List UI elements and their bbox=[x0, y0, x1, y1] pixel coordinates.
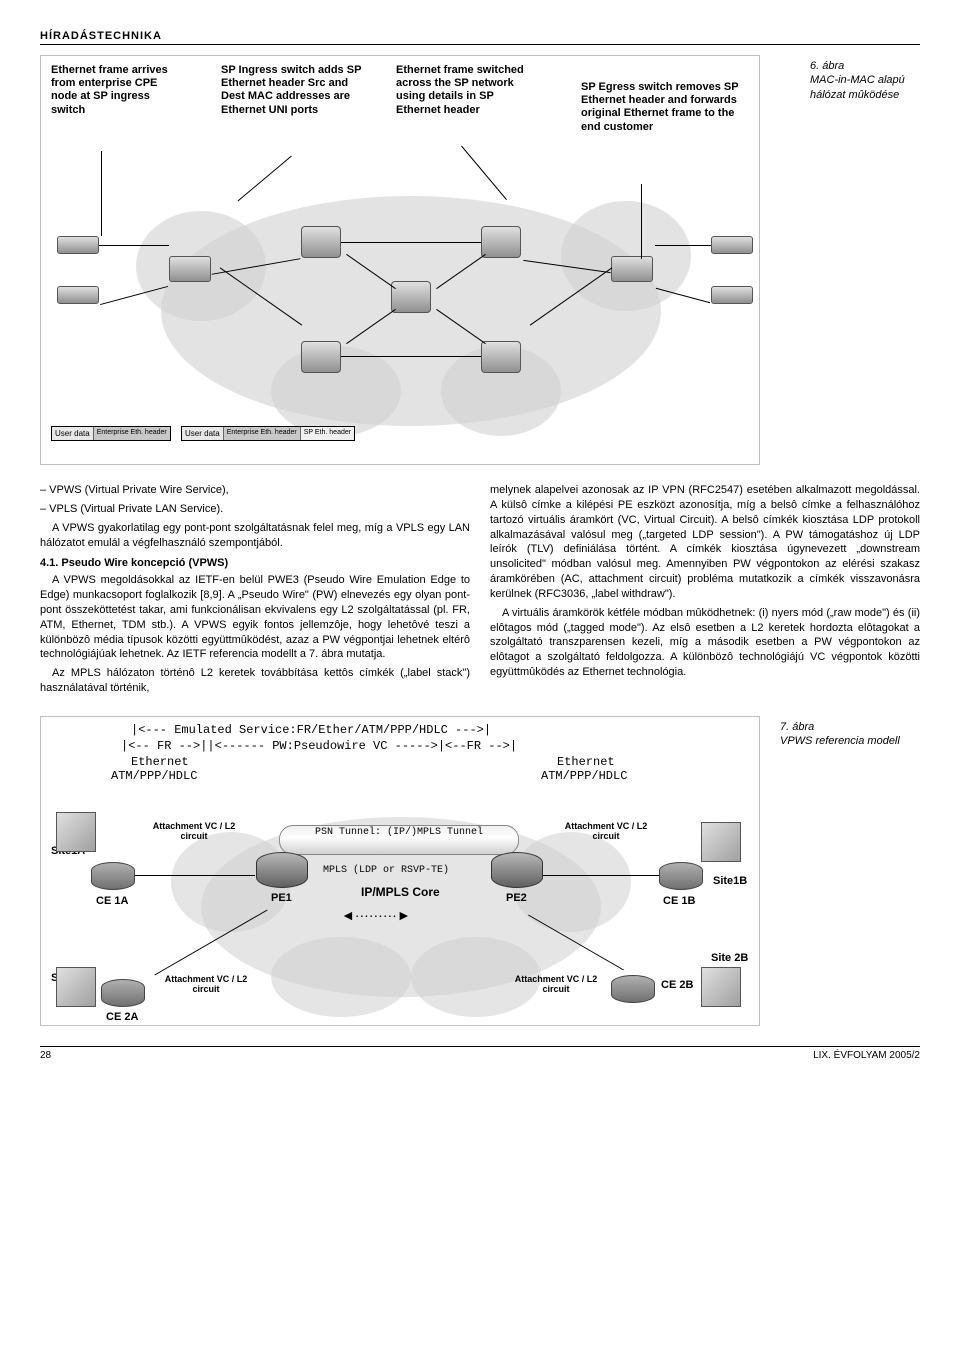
p-intro: A VPWS gyakorlatilag egy pont-pont szolg… bbox=[40, 521, 470, 551]
col-right: melynek alapelvei azonosak az IP VPN (RF… bbox=[490, 483, 920, 700]
emulated-service-label: |<--- Emulated Service:FR/Ether/ATM/PPP/… bbox=[131, 723, 491, 737]
eth-right: Ethernet bbox=[557, 755, 615, 769]
ce2b-router bbox=[611, 975, 655, 1003]
label-sp-ingress: SP Ingress switch adds SP Ethernet heade… bbox=[221, 64, 371, 117]
figure-6-caption: 6. ábra MAC-in-MAC alapú hálózat mûködés… bbox=[800, 55, 920, 102]
attach-1b: Attachment VC / L2 circuit bbox=[561, 822, 651, 842]
core-switch-2 bbox=[481, 226, 521, 258]
p-vpls: – VPLS (Virtual Private LAN Service). bbox=[40, 502, 470, 517]
figure-6: Ethernet frame arrives from enterprise C… bbox=[40, 55, 920, 465]
pe1-router bbox=[256, 852, 308, 888]
mpls-label: MPLS (LDP or RSVP-TE) bbox=[323, 865, 449, 876]
p-rfc: melynek alapelvei azonosak az IP VPN (RF… bbox=[490, 483, 920, 602]
core-switch-1 bbox=[301, 226, 341, 258]
ce2b-label: CE 2B bbox=[661, 979, 693, 991]
label-switched: Ethernet frame switched across the SP ne… bbox=[396, 64, 536, 117]
page-number: 28 bbox=[40, 1050, 51, 1061]
pe2-router bbox=[491, 852, 543, 888]
cpe-switch-2 bbox=[57, 286, 99, 304]
site1b-label: Site1B bbox=[713, 875, 747, 887]
ce1a-label: CE 1A bbox=[96, 895, 128, 907]
body-text: – VPWS (Virtual Private Wire Service), –… bbox=[40, 483, 920, 700]
p-mpls: Az MPLS hálózaton történô L2 keretek tov… bbox=[40, 666, 470, 696]
site1a-building bbox=[56, 812, 96, 852]
atm-left: ATM/PPP/HDLC bbox=[111, 769, 197, 783]
core-switch-5 bbox=[391, 281, 431, 313]
sp-egress-switch bbox=[611, 256, 653, 282]
psn-tunnel: PSN Tunnel: (IP/)MPLS Tunnel bbox=[279, 825, 519, 855]
site2b-label: Site 2B bbox=[711, 952, 748, 964]
ip-mpls-core: IP/MPLS Core bbox=[361, 885, 440, 899]
core-switch-4 bbox=[481, 341, 521, 373]
ce2a-label: CE 2A bbox=[106, 1011, 138, 1023]
attach-1a: Attachment VC / L2 circuit bbox=[149, 822, 239, 842]
subheading-41: 4.1. Pseudo Wire koncepció (VPWS) bbox=[40, 556, 470, 571]
attach-2b: Attachment VC / L2 circuit bbox=[511, 975, 601, 995]
eth-left: Ethernet bbox=[131, 755, 189, 769]
site2b-building bbox=[701, 967, 741, 1007]
site2a-building bbox=[56, 967, 96, 1007]
site1b-building bbox=[701, 822, 741, 862]
core-switch-3 bbox=[301, 341, 341, 373]
figure-7-caption: 7. ábra VPWS referencia modell bbox=[770, 716, 920, 749]
packet-sp: User data Enterprise Eth. header SP Eth.… bbox=[181, 426, 355, 441]
pe2-label: PE2 bbox=[506, 892, 527, 904]
p-pw: A VPWS megoldásokkal az IETF-en belül PW… bbox=[40, 573, 470, 662]
pe1-label: PE1 bbox=[271, 892, 292, 904]
attach-2a: Attachment VC / L2 circuit bbox=[161, 975, 251, 995]
cpe-switch-3 bbox=[711, 236, 753, 254]
issue-label: LIX. ÉVFOLYAM 2005/2 bbox=[813, 1050, 920, 1061]
cpe-switch-1 bbox=[57, 236, 99, 254]
packet-ingress: User data Enterprise Eth. header bbox=[51, 426, 171, 441]
sp-ingress-switch bbox=[169, 256, 211, 282]
label-ingress-frame: Ethernet frame arrives from enterprise C… bbox=[51, 64, 181, 117]
ce1b-label: CE 1B bbox=[663, 895, 695, 907]
label-sp-egress: SP Egress switch removes SP Ethernet hea… bbox=[581, 81, 746, 134]
diagram-mac-in-mac: Ethernet frame arrives from enterprise C… bbox=[40, 55, 760, 465]
pw-label: |<-- FR -->||<------ PW:Pseudowire VC --… bbox=[121, 739, 517, 753]
cpe-switch-4 bbox=[711, 286, 753, 304]
p-modes: A virtuális áramkörök kétféle módban mûk… bbox=[490, 606, 920, 680]
col-left: – VPWS (Virtual Private Wire Service), –… bbox=[40, 483, 470, 700]
p-vpws: – VPWS (Virtual Private Wire Service), bbox=[40, 483, 470, 498]
page-footer: 28 LIX. ÉVFOLYAM 2005/2 bbox=[40, 1046, 920, 1061]
diagram-vpws: |<--- Emulated Service:FR/Ether/ATM/PPP/… bbox=[40, 716, 760, 1026]
ce1b-router bbox=[659, 862, 703, 890]
atm-right: ATM/PPP/HDLC bbox=[541, 769, 627, 783]
ce1a-router bbox=[91, 862, 135, 890]
section-header: HÍRADÁSTECHNIKA bbox=[40, 30, 920, 45]
ce2a-router bbox=[101, 979, 145, 1007]
figure-7: |<--- Emulated Service:FR/Ether/ATM/PPP/… bbox=[40, 716, 920, 1026]
